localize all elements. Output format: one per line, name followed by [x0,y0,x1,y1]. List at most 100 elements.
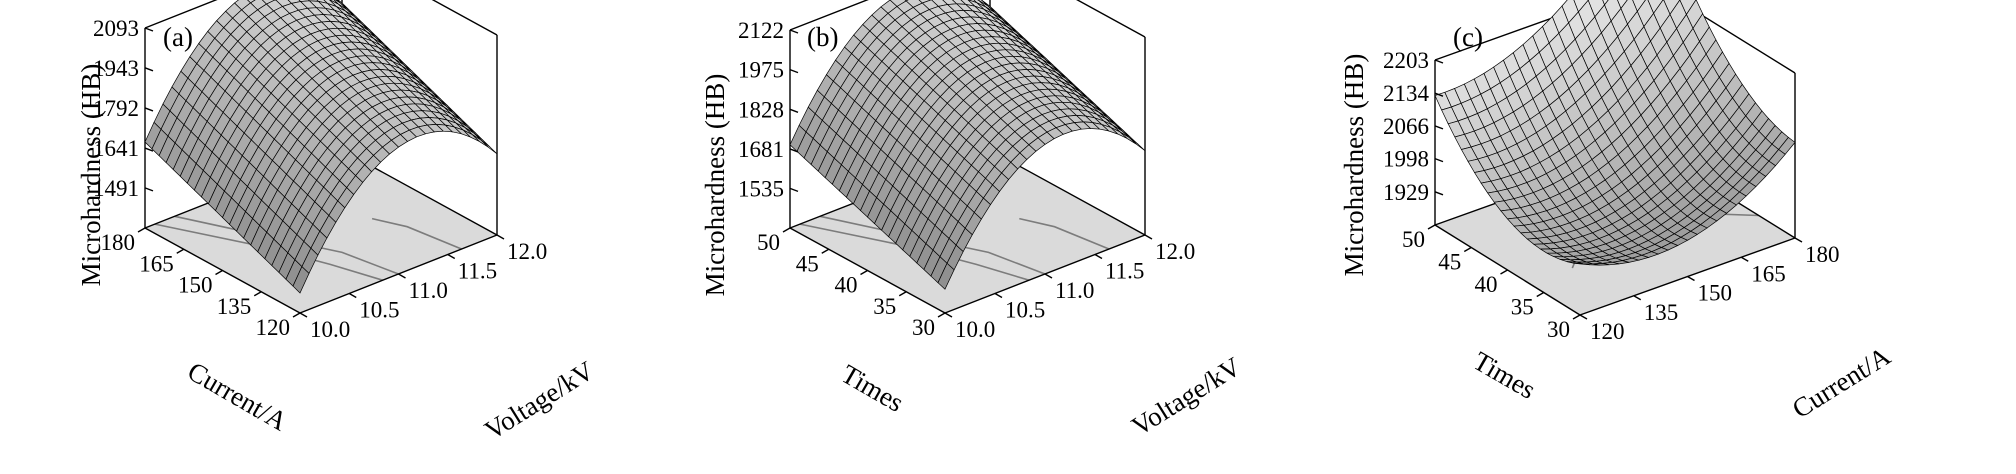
x-tick-label-c: 40 [1475,272,1498,297]
surface-patch-c [1573,262,1590,266]
y-tick-mark-c [1633,295,1642,301]
z-tick-mark-b [789,68,799,74]
z-tick-label-c: 2134 [1383,81,1430,106]
y-tick-label-a: 12.0 [507,239,547,264]
x-tick-label-a: 120 [256,315,291,340]
y-tick-mark-b [994,292,1003,299]
y-tick-label-a: 11.5 [458,259,497,284]
y-tick-mark-a [299,312,308,318]
x-tick-mark-a [176,248,185,254]
y-tick-mark-b [944,312,953,318]
y-tick-label-a: 11.0 [409,278,448,303]
surface-patch-c [1617,0,1628,10]
y-axis-label-c: Current/A [1787,340,1896,424]
x-tick-mark-a [253,291,262,297]
z-tick-label-b: 2122 [738,18,784,43]
panel-label-c: (c) [1453,22,1483,52]
surface-patch-a [247,0,256,4]
y-tick-mark-b [1094,253,1103,260]
y-tick-label-c: 180 [1805,242,1840,267]
z-axis-label-b: Microhardness (HB) [700,74,730,297]
z-tick-mark-a [144,67,154,72]
z-tick-label-c: 1998 [1383,147,1429,172]
z-tick-mark-b [789,187,799,193]
z-tick-label-b: 1681 [738,137,784,162]
surface-patch-b [937,262,955,290]
x-axis-label-b: Times [836,359,909,418]
y-tick-label-a: 10.0 [310,317,350,342]
x-tick-mark-b [898,291,907,297]
z-tick-mark-b [789,108,799,113]
y-tick-mark-c [1579,314,1588,320]
x-tick-label-b: 50 [757,230,780,255]
z-tick-label-c: 2203 [1383,48,1429,73]
z-tick-label-a: 2093 [93,16,139,41]
y-tick-mark-b [1144,234,1153,240]
z-tick-label-b: 1535 [738,176,784,201]
z-tick-mark-b [789,148,799,153]
x-tick-mark-c [1463,246,1472,253]
y-axis-label-a: Voltage/kV [479,355,599,446]
z-tick-mark-c [1434,191,1444,196]
x-tick-mark-a [137,227,146,233]
z-tick-label-a: 1943 [93,56,139,81]
x-tick-mark-b [782,227,791,233]
y-tick-label-b: 12.0 [1155,239,1195,264]
y-tick-mark-a [398,273,406,279]
x-tick-label-c: 30 [1547,317,1570,342]
axis-frame-line-c [1434,0,1605,61]
y-tick-label-a: 10.5 [359,298,399,323]
axis-frame-line-c [1676,0,1796,74]
surface-plot-b: 1535 1681 1828 1975 2122 50 45 40 35 30 10.0 10.5 11… [700,0,1247,442]
y-tick-label-b: 11.5 [1105,259,1144,284]
z-axis-label-c: Microhardness (HB) [1339,54,1369,277]
x-tick-label-a: 150 [178,273,213,298]
panel-label-a: (a) [163,22,193,52]
z-tick-mark-a [144,147,154,152]
x-tick-mark-c [1572,314,1581,320]
z-tick-mark-b [789,29,799,34]
y-tick-mark-c [1740,256,1749,262]
x-tick-mark-b [860,269,868,276]
y-tick-mark-b [1044,273,1053,279]
y-axis-label-b: Voltage/kV [1126,351,1246,442]
x-tick-label-b: 45 [796,251,819,276]
surface-plot-c: 1929 1998 2066 2134 2203 50 45 40 35 30 120 135 150 1… [1339,0,1896,424]
z-axis-label-a: Microhardness (HB) [76,64,106,287]
y-tick-label-b: 10.5 [1005,298,1045,323]
z-tick-label-c: 1929 [1383,180,1429,205]
x-tick-mark-a [215,269,223,276]
z-tick-label-a: 1792 [93,96,139,121]
x-tick-label-b: 35 [873,294,896,319]
x-axis-label-a: Current/A [183,356,293,437]
y-tick-label-b: 11.0 [1055,278,1094,303]
x-tick-label-c: 45 [1438,250,1461,275]
x-tick-label-b: 30 [912,315,935,340]
x-tick-mark-a [292,312,301,318]
panel-label-b: (b) [807,22,838,52]
x-axis-label-c: Times [1468,346,1541,405]
x-tick-mark-c [1536,291,1545,298]
y-tick-mark-c [1794,237,1803,243]
x-tick-mark-b [937,312,946,318]
z-tick-mark-c [1434,157,1444,163]
x-tick-label-a: 165 [139,251,174,276]
x-tick-label-a: 180 [101,230,136,255]
z-tick-mark-c [1434,92,1444,97]
axis-frame-line-b [1076,0,1146,38]
axis-frame-line-b [789,0,869,31]
y-tick-mark-a [447,253,456,260]
y-tick-mark-a [348,292,357,299]
axis-frame-line-a [431,0,498,36]
y-tick-label-c: 165 [1751,261,1786,286]
z-tick-label-b: 1975 [738,58,784,83]
z-tick-mark-c [1434,59,1444,64]
y-tick-mark-c [1687,275,1695,282]
x-tick-mark-c [1500,269,1508,275]
contour-line-b [1019,217,1110,250]
z-tick-label-c: 2066 [1383,114,1429,139]
axis-frame-line-a [144,0,218,29]
y-tick-label-b: 10.0 [955,317,995,342]
x-tick-label-c: 35 [1511,295,1534,320]
